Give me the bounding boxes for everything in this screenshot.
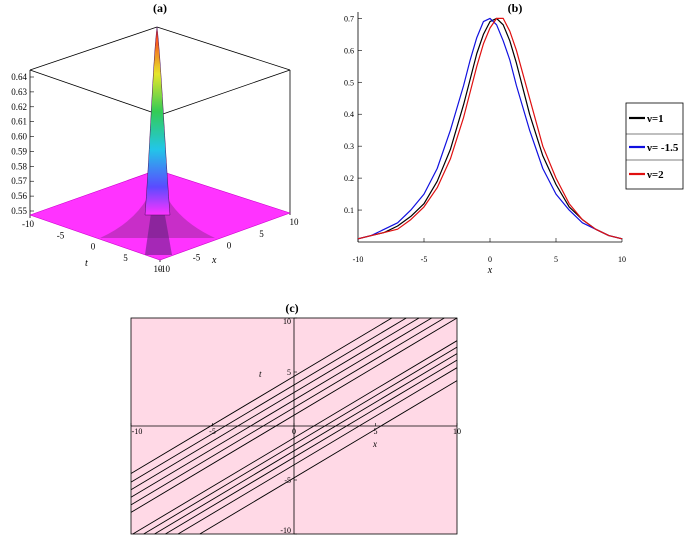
- panel-a-x-axis-label: x: [211, 255, 217, 266]
- x-tick-label: -5: [193, 252, 201, 262]
- panel-c-axes: -10 -5 0 5 10 -10 -5 5 10: [130, 317, 461, 535]
- x-tick-label: 5: [554, 255, 558, 264]
- y-tick-label: 5: [287, 368, 291, 377]
- contour-line-5: [132, 340, 458, 535]
- y-tick-label: 0.4: [344, 110, 354, 119]
- x-tick-label: 5: [374, 427, 378, 436]
- x-tick-label: 0: [292, 427, 296, 436]
- z-tick-label: 0.57: [11, 176, 27, 186]
- contour-line-2: [165, 359, 458, 535]
- y-tick-label: -5: [284, 476, 291, 485]
- x-tick-label: 10: [453, 427, 461, 436]
- panel-a-z-axis: 0.55 0.56 0.57 0.58 0.59 0.60 0.61 0.62 0.63 0.64: [11, 72, 34, 216]
- y-tick-label: 0.2: [344, 174, 354, 183]
- z-tick-label: 0.56: [11, 191, 27, 201]
- contour-line-9: [130, 317, 420, 491]
- y-tick-label: 0.7: [344, 14, 354, 23]
- z-tick-label: 0.58: [11, 161, 27, 171]
- z-tick-label: 0.64: [11, 72, 27, 82]
- x-tick-label: 10: [618, 255, 626, 264]
- x-tick-label: 10: [290, 217, 300, 227]
- y-tick-label: 0.3: [344, 142, 354, 151]
- y-tick-label: 10: [283, 317, 291, 326]
- z-tick-label: 0.59: [11, 146, 27, 156]
- z-tick-label: 0.60: [11, 132, 27, 142]
- z-tick-label: 0.63: [11, 87, 27, 97]
- panel-c-title: (c): [285, 301, 298, 315]
- panel-b-series: [357, 17, 623, 240]
- legend-label-2: ν=2: [646, 169, 664, 181]
- z-tick-label: 0.61: [11, 117, 27, 127]
- series-line-0: [357, 17, 623, 240]
- contour-line-10: [130, 317, 407, 483]
- x-tick-label: -5: [421, 255, 428, 264]
- t-tick-label: 5: [123, 253, 128, 263]
- z-tick-label: 0.62: [11, 102, 27, 112]
- panel-b-axes: 0.1 0.2 0.3 0.4 0.5 0.6 0.7 -10 -5 0 5 10: [344, 12, 626, 264]
- contour-line-4: [143, 346, 458, 535]
- panel-b-line-chart: (b) 0.1 0.2 0.3 0.4 0.5 0.6 0.7 -10 -5 0 5 10 x ν=1…: [344, 1, 684, 276]
- x-tick-label: -5: [209, 427, 216, 436]
- contour-line-8: [130, 317, 432, 498]
- contour-line-0: [199, 380, 458, 535]
- z-tick-label: 0.55: [11, 206, 27, 216]
- x-tick-label: 0: [227, 241, 232, 251]
- x-tick-label: -10: [353, 255, 364, 264]
- contour-line-1: [177, 367, 458, 535]
- x-tick-label: 5: [259, 229, 264, 239]
- t-tick-label: -10: [22, 219, 34, 229]
- series-line-1: [357, 17, 623, 240]
- panel-a-t-axis-label: t: [85, 258, 88, 269]
- panel-a-t-axis: -10 -5 0 5 10: [22, 219, 163, 274]
- series-line-2: [357, 17, 623, 240]
- contour-line-7: [130, 317, 445, 506]
- y-tick-label: 0.6: [344, 46, 354, 55]
- panel-a-surface-plot: (a) 0.55 0.56 0.57 0.58 0.59 0.60 0.61 0.62 0.63…: [11, 1, 299, 274]
- t-tick-label: 0: [91, 242, 96, 252]
- panel-a-surface-peak: [144, 26, 171, 216]
- contour-line-3: [154, 353, 458, 535]
- panel-c-contour-plot: (c) -10 -5 0 5 10 -10 -5 5 10 t x: [130, 301, 461, 535]
- legend-label-0: ν=1: [646, 113, 664, 125]
- panel-b-legend: ν=1 ν= -1.5 ν=2: [625, 102, 684, 190]
- t-tick-label: -5: [57, 230, 65, 240]
- x-tick-label: -10: [158, 264, 170, 274]
- panel-c-t-axis-label: t: [259, 369, 262, 379]
- x-tick-label: -10: [132, 427, 143, 436]
- panel-a-x-axis: -10 -5 0 5 10: [158, 217, 299, 274]
- legend-label-1: ν= -1.5: [646, 142, 679, 154]
- panel-c-contours: [130, 317, 458, 535]
- t-tick-label: 10: [154, 264, 164, 274]
- y-tick-label: 0.5: [344, 78, 354, 87]
- x-tick-label: 0: [488, 255, 492, 264]
- y-tick-label: 0.1: [344, 206, 354, 215]
- y-tick-label: -10: [280, 526, 291, 535]
- contour-line-11: [130, 317, 393, 474]
- panel-b-x-axis-label: x: [487, 265, 493, 276]
- panel-a-title: (a): [153, 1, 167, 15]
- panel-c-x-axis-label: x: [372, 439, 377, 449]
- panel-b-title: (b): [508, 1, 523, 15]
